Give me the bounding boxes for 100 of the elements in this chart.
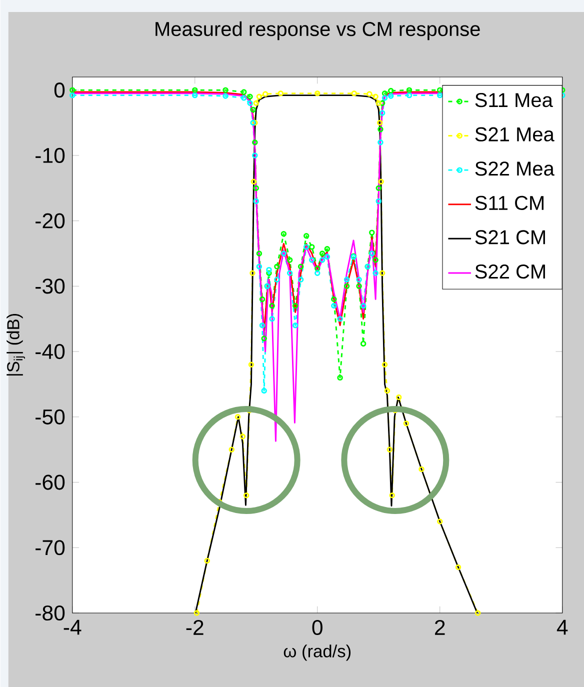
point — [379, 270, 385, 276]
point — [384, 388, 390, 394]
point — [436, 518, 443, 524]
point — [234, 414, 240, 420]
x-axis-title: ω (rad/s) — [284, 644, 350, 661]
point — [240, 95, 247, 101]
point — [278, 90, 284, 96]
point — [303, 232, 310, 239]
y-tick-label: -30 — [35, 278, 64, 294]
point — [192, 92, 198, 98]
point — [436, 92, 443, 98]
point — [194, 610, 200, 616]
point — [389, 492, 395, 498]
point — [192, 87, 198, 93]
point — [204, 558, 210, 564]
point — [266, 266, 272, 273]
point — [240, 89, 247, 95]
point — [298, 264, 304, 270]
point — [360, 340, 366, 347]
point — [308, 244, 315, 250]
y-tick-label: -60 — [35, 474, 64, 490]
point — [344, 283, 350, 290]
point — [376, 185, 382, 191]
x-tick-label: -2 — [186, 620, 204, 635]
point — [368, 230, 375, 236]
legend-label: S22 CM — [475, 264, 545, 279]
point — [274, 264, 280, 270]
point — [377, 140, 384, 146]
legend-label: S21 CM — [475, 230, 545, 244]
point — [319, 257, 325, 263]
point — [406, 92, 412, 98]
point — [246, 94, 253, 100]
point — [376, 120, 383, 126]
point — [250, 178, 256, 184]
point — [250, 106, 256, 113]
point — [259, 296, 265, 302]
point — [69, 92, 76, 98]
point — [319, 250, 325, 256]
x-tick-label: 2 — [434, 620, 445, 635]
point — [240, 434, 246, 440]
point — [314, 266, 320, 272]
y-tick-label: -10 — [35, 148, 64, 163]
point — [286, 270, 293, 276]
y-tick-label: -50 — [35, 409, 64, 424]
point — [356, 283, 362, 290]
y-tick-label: -70 — [35, 540, 64, 556]
point — [253, 100, 259, 106]
point — [261, 388, 267, 394]
point — [303, 244, 310, 250]
point — [344, 276, 350, 283]
point — [292, 322, 298, 328]
legend-label: S21 Mea — [475, 127, 554, 142]
point — [269, 316, 275, 322]
point — [336, 374, 343, 381]
point — [252, 152, 258, 158]
point — [252, 140, 258, 146]
point — [378, 178, 384, 184]
point — [243, 492, 250, 498]
point — [356, 276, 362, 283]
point — [246, 100, 253, 106]
point — [314, 90, 320, 96]
point — [388, 88, 394, 94]
x-tick-label: -4 — [64, 620, 82, 635]
point — [372, 257, 378, 263]
x-tick-label: 0 — [312, 620, 322, 636]
point — [261, 336, 267, 342]
y-tick-label: -80 — [35, 605, 64, 621]
point — [396, 394, 402, 400]
point — [253, 198, 259, 204]
point — [259, 322, 265, 328]
point — [256, 264, 262, 270]
chart-title: Measured response vs CM response — [155, 21, 480, 40]
point — [280, 231, 286, 237]
point — [253, 185, 259, 191]
point — [360, 302, 366, 309]
x-tick-label: 4 — [556, 620, 568, 635]
point — [280, 250, 286, 256]
point — [474, 610, 481, 616]
y-tick-label: 0 — [54, 82, 64, 98]
point — [382, 362, 388, 368]
point — [330, 302, 337, 309]
point — [262, 91, 268, 97]
point — [269, 302, 275, 309]
point — [406, 87, 412, 93]
point — [351, 90, 357, 96]
y-tick-label: -40 — [35, 344, 64, 360]
point — [403, 420, 409, 426]
point — [222, 87, 228, 93]
point — [324, 254, 330, 260]
point — [372, 270, 378, 276]
point — [455, 564, 461, 570]
point — [228, 446, 234, 452]
y-tick-label: -20 — [35, 213, 64, 228]
point — [336, 316, 343, 322]
point — [377, 126, 384, 132]
point — [386, 446, 392, 452]
point — [292, 302, 298, 309]
point — [330, 296, 337, 302]
y-axis-title: |S$_{ij}$| (dB) — [6, 314, 25, 376]
point — [298, 276, 304, 283]
